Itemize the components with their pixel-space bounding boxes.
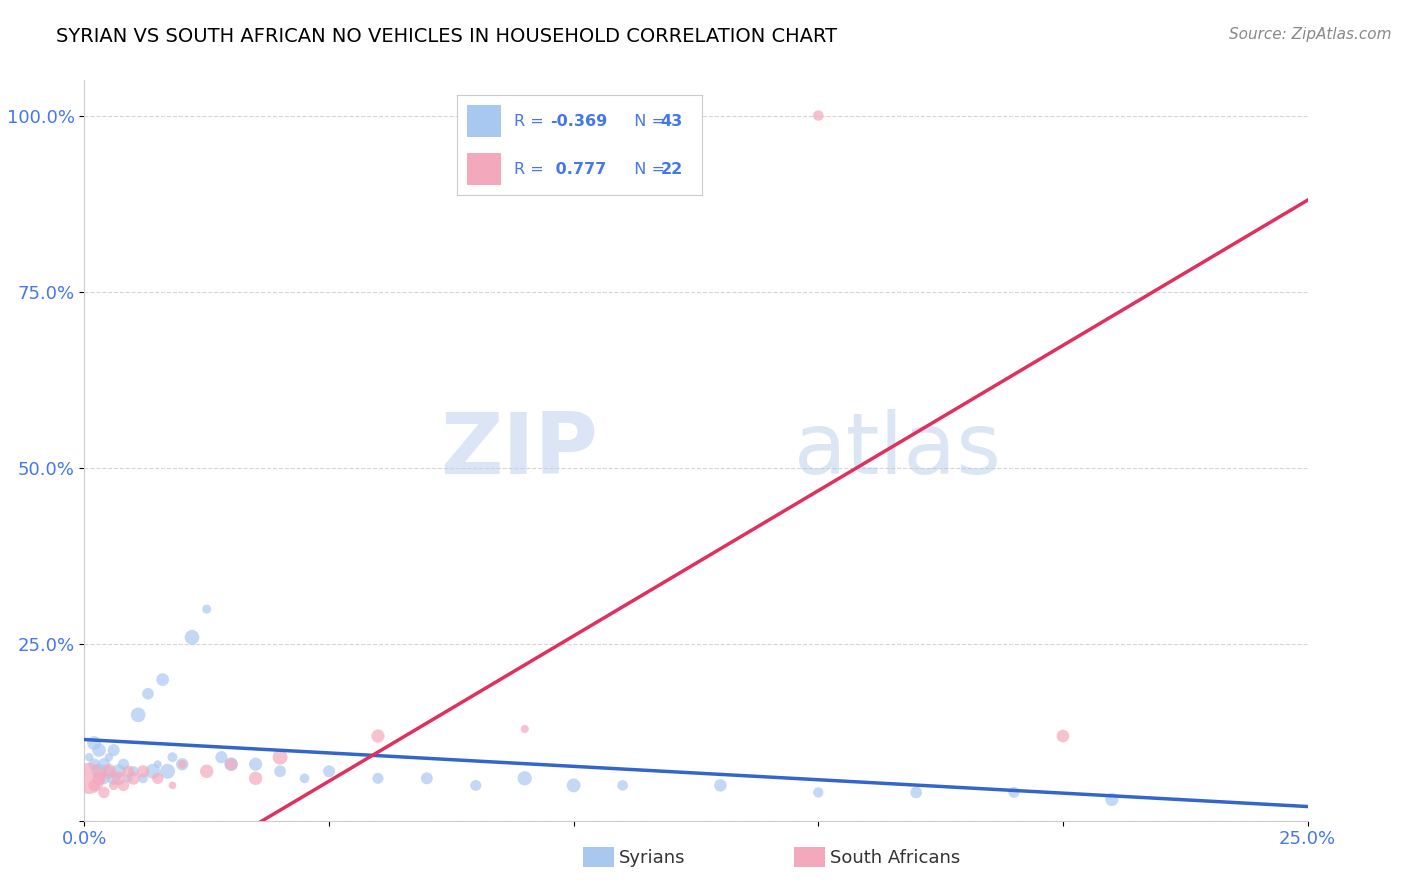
Point <box>1002 785 1025 799</box>
Point <box>709 778 731 792</box>
Point <box>181 630 204 644</box>
Point <box>117 772 139 786</box>
Text: Source: ZipAtlas.com: Source: ZipAtlas.com <box>1229 27 1392 42</box>
Point <box>245 772 267 786</box>
Point <box>367 772 389 786</box>
Point <box>245 757 267 772</box>
Point <box>219 757 242 772</box>
Point <box>83 757 105 772</box>
Point <box>93 757 115 772</box>
Point <box>464 778 486 792</box>
Point <box>156 764 179 779</box>
Point <box>807 109 830 123</box>
Point <box>195 602 218 616</box>
Point <box>142 764 165 779</box>
Point <box>103 778 125 792</box>
Point <box>294 772 316 786</box>
Text: ZIP: ZIP <box>440 409 598 492</box>
Point <box>172 757 194 772</box>
Text: South Africans: South Africans <box>830 849 960 867</box>
Point <box>127 707 149 722</box>
Point <box>807 785 830 799</box>
Point <box>162 750 184 764</box>
Point <box>136 687 159 701</box>
Point <box>87 764 110 779</box>
Point <box>107 764 129 779</box>
Text: atlas: atlas <box>794 409 1002 492</box>
Text: Syrians: Syrians <box>619 849 685 867</box>
Point <box>132 772 155 786</box>
Point <box>77 750 100 764</box>
Point <box>97 764 120 779</box>
Point <box>562 778 585 792</box>
Point <box>112 778 135 792</box>
Point <box>112 757 135 772</box>
Point <box>513 772 536 786</box>
Point <box>122 772 145 786</box>
Point <box>513 722 536 736</box>
Point <box>152 673 174 687</box>
Point <box>416 772 439 786</box>
Point <box>97 764 120 779</box>
Point <box>318 764 340 779</box>
Text: SYRIAN VS SOUTH AFRICAN NO VEHICLES IN HOUSEHOLD CORRELATION CHART: SYRIAN VS SOUTH AFRICAN NO VEHICLES IN H… <box>56 27 838 45</box>
Point <box>269 750 291 764</box>
Point <box>367 729 389 743</box>
Point <box>93 772 115 786</box>
Point <box>83 736 105 750</box>
Point <box>87 772 110 786</box>
Point <box>103 772 125 786</box>
Point <box>146 757 169 772</box>
Point <box>122 764 145 779</box>
Point <box>219 757 242 772</box>
Point <box>612 778 634 792</box>
Point <box>1052 729 1074 743</box>
Point <box>172 757 194 772</box>
Point <box>97 750 120 764</box>
Point <box>209 750 232 764</box>
Point <box>117 764 139 779</box>
Point <box>905 785 928 799</box>
Point <box>162 778 184 792</box>
Point <box>132 764 155 779</box>
Point <box>103 743 125 757</box>
Point <box>107 772 129 786</box>
Point <box>146 772 169 786</box>
Point <box>93 785 115 799</box>
Point <box>269 764 291 779</box>
Point <box>83 778 105 792</box>
Point <box>195 764 218 779</box>
Point <box>77 772 100 786</box>
Point <box>87 743 110 757</box>
Point <box>1101 792 1123 806</box>
